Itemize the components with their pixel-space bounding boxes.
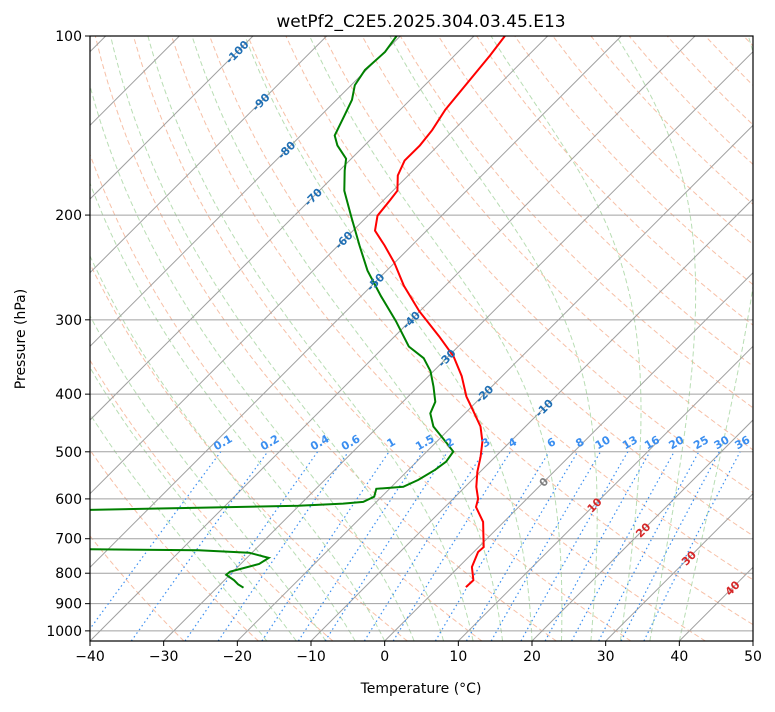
x-tick-label: −40 [75,649,105,665]
mixing-ratio-label: 1.5 [413,432,436,453]
mixing-ratio-label: 2 [443,435,456,450]
dry-adiabat-line [667,36,775,641]
mixing-ratio-label: 0.4 [308,432,332,453]
moist-adiabat-line [310,36,562,641]
mixing-ratio-label: 13 [620,433,640,452]
isotherm-line [532,36,775,641]
mixing-ratio-label: 0.2 [258,432,281,453]
mixing-ratio-label: 1 [385,435,398,450]
y-tick-label: 600 [55,492,82,508]
dry-adiabat-line [591,36,775,641]
isotherm-label: 0 [537,475,552,490]
dry-adiabat-line [438,36,775,641]
mixing-ratio-label: 8 [573,435,586,450]
y-tick-label: 1000 [46,624,82,640]
mixing-ratio-label: 10 [593,433,613,452]
y-tick-label: 500 [55,445,82,461]
dry-adiabat-line [744,36,775,641]
y-tick-label: 300 [55,313,82,329]
dry-adiabat-line [362,36,775,641]
mixing-ratio-line [599,452,699,641]
y-tick-label: 800 [55,566,82,582]
x-tick-label: −10 [296,649,326,665]
isotherm-label: -80 [275,138,298,161]
y-tick-label: 400 [55,387,82,403]
dry-adiabat-line [477,36,775,641]
x-tick-label: 50 [744,649,762,665]
y-tick-label: 200 [55,208,82,224]
mixing-ratio-label: 25 [691,433,711,452]
dry-adiabat-line [515,36,775,641]
mixing-ratio-label: 30 [712,433,732,452]
moist-adiabat-line [491,36,641,641]
mixing-ratio-line [218,452,348,641]
mixing-ratio-label: 16 [642,433,662,452]
mixing-ratio-label: 0.6 [339,432,363,453]
dry-adiabat-line [705,36,775,641]
moist-adiabat-line [245,36,532,641]
x-tick-label: −30 [149,649,179,665]
y-tick-label: 700 [55,532,82,548]
x-tick-label: 30 [597,649,615,665]
x-tick-label: 20 [523,649,541,665]
mixing-ratio-line [298,452,422,641]
mixing-ratio-label: 20 [667,433,687,452]
y-tick-label: 100 [55,29,82,45]
isotherm-line [679,36,775,641]
moist-adiabat-line [192,36,503,641]
chart-title: wetPf2_C2E5.2025.304.03.45.E13 [276,12,565,32]
temperature-trace [375,36,505,587]
mixing-ratio-line [325,452,447,641]
x-tick-label: 40 [670,649,688,665]
mixing-ratio-line [364,452,483,641]
moist-adiabat-line [390,36,597,641]
x-tick-label: 10 [449,649,467,665]
y-axis-label: Pressure (hPa) [13,289,29,389]
x-tick-label: 0 [380,649,389,665]
dry-adiabat-line [553,36,775,641]
x-tick-label: −20 [223,649,253,665]
mixing-ratio-label: 4 [506,435,519,450]
mixing-ratio-line [435,452,549,641]
isotherm-line [164,36,769,641]
x-axis-label: Temperature (°C) [360,681,482,697]
mixing-ratio-line [644,452,740,641]
y-tick-label: 900 [55,597,82,613]
mixing-ratio-label: 36 [732,433,752,452]
mixing-ratio-line [572,452,675,641]
mixing-ratio-label: 0.1 [211,432,234,453]
isotherm-line [753,36,775,641]
